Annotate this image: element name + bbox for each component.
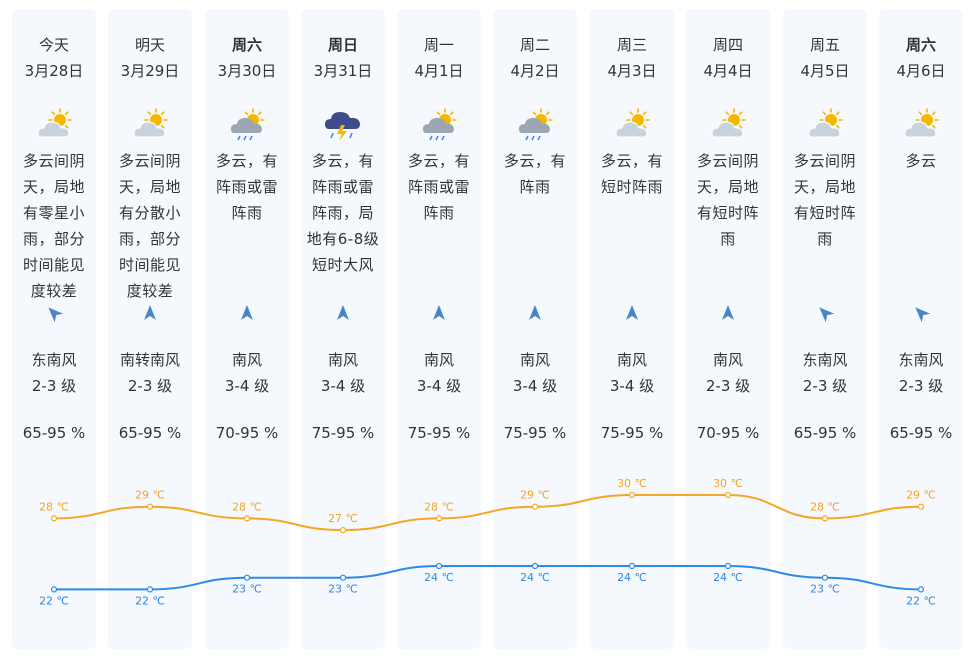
day-date: 4月3日 (607, 62, 657, 80)
wind-level: 2-3 级 (705, 377, 751, 395)
day-date: 4月1日 (414, 62, 464, 80)
weather-description: 多云间阴天，局地有零星小雨，部分时间能见度较差 (22, 152, 85, 300)
partly-cloudy-icon (783, 105, 867, 145)
wind-direction: 南转南风 (119, 351, 180, 369)
day-weekday: 明天 (134, 36, 165, 54)
humidity: 65-95 % (118, 424, 182, 442)
weather-description: 多云间阴天，局地有短时阵雨 (793, 152, 856, 248)
humidity: 70-95 % (215, 424, 279, 442)
arrow-north-icon (301, 300, 385, 326)
wind-direction: 东南风 (898, 351, 944, 369)
wind-direction: 南风 (616, 351, 647, 369)
humidity: 70-95 % (696, 424, 760, 442)
day-column: 周四 4月4日多云间阴天，局地有短时阵雨南风 2-3 级 70-95 % (686, 9, 770, 649)
wind-level: 3-4 级 (224, 377, 270, 395)
wind-level: 2-3 级 (802, 377, 848, 395)
partly-cloudy-icon (590, 105, 674, 145)
wind-level: 2-3 级 (898, 377, 944, 395)
partly-cloudy-icon (686, 105, 770, 145)
wind-direction: 东南风 (31, 351, 77, 369)
arrow-north-icon (108, 300, 192, 326)
wind-direction: 南风 (712, 351, 743, 369)
day-weekday: 周六 (905, 36, 936, 54)
day-weekday: 周五 (809, 36, 840, 54)
day-date: 4月6日 (896, 62, 946, 80)
wind-direction: 南风 (519, 351, 550, 369)
humidity: 65-95 % (793, 424, 857, 442)
partly-cloudy-icon (12, 105, 96, 145)
day-date: 4月2日 (510, 62, 560, 80)
weather-description: 多云，有阵雨或雷阵雨，局地有6-8级短时大风 (306, 152, 380, 274)
weather-description: 多云，有阵雨或雷阵雨 (407, 152, 470, 222)
weather-description: 多云，有短时阵雨 (600, 152, 663, 196)
wind-level: 2-3 级 (127, 377, 173, 395)
partly-cloudy-icon (879, 105, 963, 145)
showers-icon (205, 105, 289, 145)
day-column: 周日 3月31日多云，有阵雨或雷阵雨，局地有6-8级短时大风南风 3-4 级 75-9… (301, 9, 385, 649)
arrow-north-icon (493, 300, 577, 326)
humidity: 75-95 % (407, 424, 471, 442)
humidity: 65-95 % (22, 424, 86, 442)
day-date: 3月28日 (24, 62, 84, 80)
day-weekday: 周四 (712, 36, 743, 54)
day-column: 周六 3月30日多云，有阵雨或雷阵雨南风 3-4 级 70-95 % (205, 9, 289, 649)
day-date: 4月5日 (800, 62, 850, 80)
wind-direction: 东南风 (802, 351, 848, 369)
day-date: 3月30日 (217, 62, 277, 80)
day-column: 周三 4月3日多云，有短时阵雨南风 3-4 级 75-95 % (590, 9, 674, 649)
weather-description: 多云，有阵雨 (503, 152, 566, 196)
day-column: 今天 3月28日多云间阴天，局地有零星小雨，部分时间能见度较差东南风 2-3 级 65… (12, 9, 96, 649)
day-column: 明天 3月29日多云间阴天，局地有分散小雨，部分时间能见度较差南转南风 2-3 级 6… (108, 9, 192, 649)
wind-direction: 南风 (231, 351, 262, 369)
wind-level: 3-4 级 (416, 377, 462, 395)
day-date: 3月31日 (313, 62, 373, 80)
day-date: 4月4日 (703, 62, 753, 80)
wind-direction: 南风 (423, 351, 454, 369)
arrow-north-icon (590, 300, 674, 326)
day-weekday: 周一 (423, 36, 454, 54)
wind-level: 3-4 级 (512, 377, 558, 395)
weather-description: 多云，有阵雨或雷阵雨 (215, 152, 278, 222)
humidity: 75-95 % (600, 424, 664, 442)
day-weekday: 今天 (38, 36, 69, 54)
arrow-north-icon (397, 300, 481, 326)
weather-description: 多云间阴天，局地有短时阵雨 (696, 152, 759, 248)
day-weekday: 周六 (231, 36, 262, 54)
showers-icon (397, 105, 481, 145)
wind-level: 3-4 级 (320, 377, 366, 395)
arrow-northwest-icon (879, 300, 963, 326)
humidity: 75-95 % (311, 424, 375, 442)
day-weekday: 周日 (327, 36, 358, 54)
humidity: 75-95 % (503, 424, 567, 442)
partly-cloudy-icon (108, 105, 192, 145)
day-weekday: 周二 (519, 36, 550, 54)
weather-description: 多云 (905, 152, 937, 170)
showers-icon (493, 105, 577, 145)
day-weekday: 周三 (616, 36, 647, 54)
day-date: 3月29日 (120, 62, 180, 80)
weather-description: 多云间阴天，局地有分散小雨，部分时间能见度较差 (118, 152, 181, 300)
day-column: 周二 4月2日多云，有阵雨南风 3-4 级 75-95 % (493, 9, 577, 649)
wind-direction: 南风 (327, 351, 358, 369)
day-column: 周五 4月5日多云间阴天，局地有短时阵雨东南风 2-3 级 65-95 % (783, 9, 867, 649)
thunderstorm-icon (301, 105, 385, 145)
day-column: 周一 4月1日多云，有阵雨或雷阵雨南风 3-4 级 75-95 % (397, 9, 481, 649)
arrow-north-icon (686, 300, 770, 326)
wind-level: 3-4 级 (609, 377, 655, 395)
arrow-northwest-icon (783, 300, 867, 326)
day-column: 周六 4月6日多云东南风 2-3 级 65-95 % (879, 9, 963, 649)
arrow-north-icon (205, 300, 289, 326)
humidity: 65-95 % (889, 424, 953, 442)
arrow-northwest-icon (12, 300, 96, 326)
wind-level: 2-3 级 (31, 377, 77, 395)
